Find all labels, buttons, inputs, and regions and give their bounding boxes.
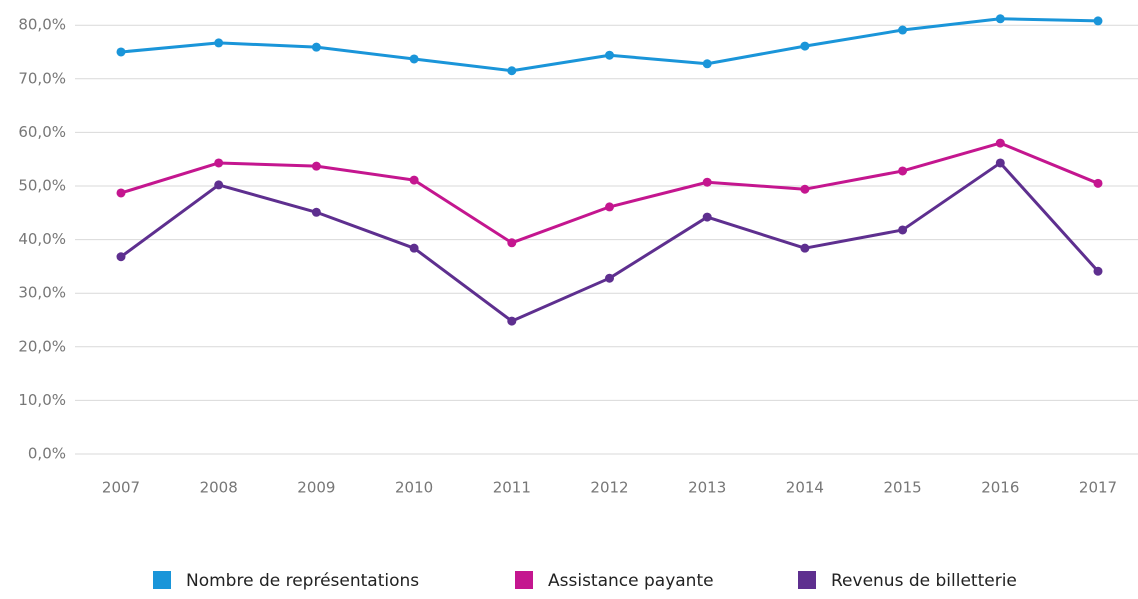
legend-label: Revenus de billetterie (831, 571, 1017, 591)
data-point (1094, 179, 1103, 188)
data-point (312, 162, 321, 171)
data-point (507, 66, 516, 75)
data-point (312, 208, 321, 217)
x-tick-label: 2008 (200, 479, 238, 497)
legend-label: Assistance payante (548, 571, 714, 591)
x-tick-label: 2011 (493, 479, 531, 497)
data-point (800, 244, 809, 253)
series-line (121, 19, 1098, 71)
data-point (800, 185, 809, 194)
data-point (117, 188, 126, 197)
data-point (410, 244, 419, 253)
data-point (605, 274, 614, 283)
y-tick-label: 60,0% (18, 123, 66, 141)
data-point (996, 139, 1005, 148)
y-tick-label: 20,0% (18, 337, 66, 355)
legend-swatch (153, 571, 171, 589)
x-tick-label: 2012 (590, 479, 628, 497)
data-point (507, 317, 516, 326)
data-point (117, 252, 126, 261)
data-point (312, 43, 321, 52)
y-tick-label: 10,0% (18, 391, 66, 409)
x-tick-label: 2016 (981, 479, 1019, 497)
x-tick-label: 2015 (884, 479, 922, 497)
x-tick-label: 2009 (297, 479, 335, 497)
data-point (410, 54, 419, 63)
data-point (703, 213, 712, 222)
data-point (117, 47, 126, 56)
y-tick-label: 30,0% (18, 284, 66, 302)
data-point (703, 59, 712, 68)
x-tick-label: 2007 (102, 479, 140, 497)
data-point (898, 225, 907, 234)
y-tick-label: 40,0% (18, 230, 66, 248)
y-tick-label: 50,0% (18, 176, 66, 194)
data-point (996, 158, 1005, 167)
chart: 0,0% 10,0% 20,0% 30,0% 40,0% 50,0% 60,0% 70,0% 8… (0, 0, 1138, 595)
x-tick-label: 2014 (786, 479, 824, 497)
data-point (214, 38, 223, 47)
x-tick-label: 2017 (1079, 479, 1117, 497)
data-point (800, 42, 809, 51)
data-point (996, 14, 1005, 23)
data-point (605, 51, 614, 60)
x-tick-label: 2013 (688, 479, 726, 497)
x-tick-label: 2010 (395, 479, 433, 497)
data-point (898, 166, 907, 175)
series-line (121, 163, 1098, 321)
data-point (703, 178, 712, 187)
data-point (214, 158, 223, 167)
series-line (121, 143, 1098, 243)
legend-swatch (515, 571, 533, 589)
page: {"chart_data": {"type": "line", "categor… (0, 0, 1138, 599)
data-point (1094, 267, 1103, 276)
y-tick-label: 70,0% (18, 69, 66, 87)
data-point (898, 26, 907, 35)
y-tick-label: 80,0% (18, 16, 66, 34)
legend-label: Nombre de représentations (186, 571, 419, 591)
y-tick-label: 0,0% (28, 445, 66, 463)
data-point (214, 180, 223, 189)
data-point (507, 238, 516, 247)
data-point (605, 202, 614, 211)
data-point (410, 176, 419, 185)
legend-swatch (798, 571, 816, 589)
data-point (1094, 16, 1103, 25)
